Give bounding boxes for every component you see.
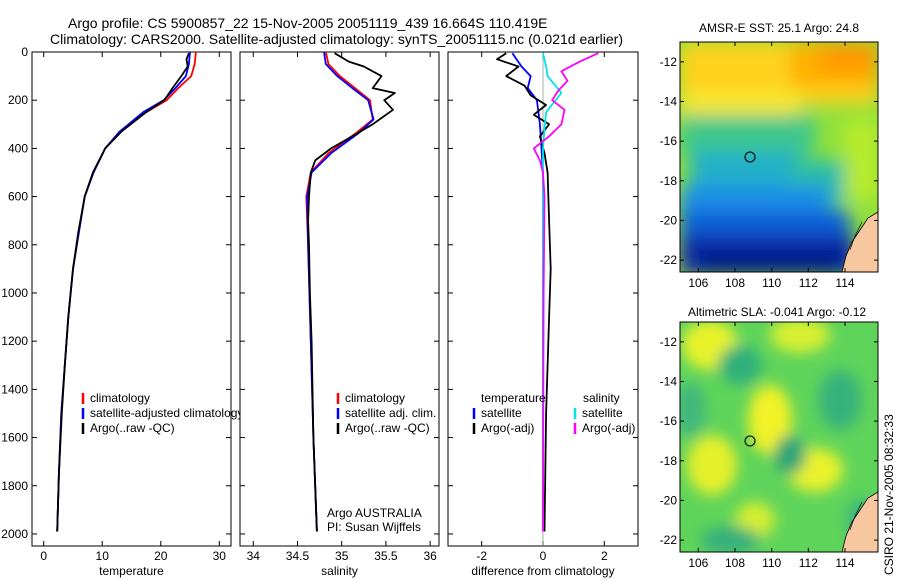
y-tick-label: 1200 [1,334,28,348]
x-tick-label: 34 [247,549,261,563]
series-line-temperature-argo-adj- [496,52,552,532]
x-tick-label: -2 [476,549,487,563]
legend-title-salinity: salinity [583,391,620,405]
map-x-tick-label: 108 [725,556,745,570]
map-x-tick-label: 112 [799,556,818,570]
x-tick-label: 30 [213,549,227,563]
x-tick-label: 34.5 [286,549,310,563]
side-timestamp-label: CSIRO 21-Nov-2005 08:32:33 [882,414,896,575]
sst-field [680,42,878,272]
legend-label: climatology [90,391,150,405]
sst-map-title: AMSR-E SST: 25.1 Argo: 24.8 [699,21,859,35]
y-tick-label: 1600 [1,431,28,445]
x-axis-label: temperature [99,564,164,578]
legend-label: satellite [582,406,623,420]
map-x-tick-label: 108 [725,276,745,290]
legend-label: Argo(..raw -QC) [90,421,175,435]
legend-label: Argo(..raw -QC) [345,421,430,435]
map-y-tick-label: -14 [660,374,678,388]
map-x-tick-label: 112 [799,276,818,290]
sst-map-axes: 106 108 110 112 114 -12 -14 -16 -18 -20 -22 [660,42,878,290]
x-tick-label: 2 [601,549,608,563]
x-tick-label: 20 [154,549,168,563]
map-y-tick-label: -18 [660,454,678,468]
x-axis-label: salinity [321,564,358,578]
map-x-tick-label: 114 [835,556,854,570]
figure-title-line-2: Climatology: CARS2000. Satellite-adjuste… [50,31,623,47]
legend-label: satellite adj. clim. [345,406,436,420]
salinity-profile-panel: 34 34.5 35 35.5 36 salinity climatologysatelli… [239,51,440,578]
map-x-tick-label: 106 [688,556,708,570]
sla-map-frame [679,321,879,553]
sst-map-frame [679,41,879,273]
map-y-tick-label: -20 [660,493,678,507]
map-x-tick-label: 114 [835,276,854,290]
map-y-tick-label: -16 [660,134,678,148]
y-tick-label: 800 [8,238,28,252]
series-line-argo-raw-qc- [56,52,190,532]
legend-label: satellite-adjusted climatology [90,406,243,420]
map-x-tick-label: 110 [762,276,781,290]
x-tick-label: 35 [335,549,349,563]
figure-title-line-1: Argo profile: CS 5900857_22 15-Nov-2005 … [68,15,548,31]
map-y-tick-label: -12 [660,55,678,69]
series-line-argo-raw-qc- [307,52,396,532]
map-y-tick-label: -22 [660,533,678,547]
legend-label: Argo(-adj) [582,421,635,435]
sla-map-panel: Altimetric SLA: -0.041 Argo: -0.12 [660,305,879,570]
legend-label: satellite [481,406,522,420]
credit-line-1: Argo AUSTRALIA [327,506,422,520]
x-tick-label: 36 [423,549,437,563]
panel-frame [31,51,232,547]
map-y-tick-label: -18 [660,174,678,188]
y-tick-label: 400 [8,141,28,155]
map-y-tick-label: -14 [660,94,678,108]
y-tick-label: 1800 [1,479,28,493]
y-tick-label: 200 [8,93,28,107]
x-axis-label: difference from climatology [471,564,614,578]
x-tick-label: 35.5 [374,549,398,563]
sla-field [680,322,878,552]
temperature-profile-panel: 0 10 20 30 0 200 400 600 800 1000 1200 1400 1600 1800… [1,45,243,578]
legend-label: climatology [345,391,405,405]
legend-label: Argo(-adj) [481,421,534,435]
y-tick-label: 1000 [1,286,28,300]
x-tick-label: 10 [96,549,110,563]
map-y-tick-label: -20 [660,213,678,227]
map-x-tick-label: 110 [762,556,781,570]
panel-frame [239,51,440,547]
credit-line-2: PI: Susan Wijffels [327,520,421,534]
y-tick-label: 600 [8,190,28,204]
y-tick-label: 1400 [1,382,28,396]
y-tick-label: 2000 [1,527,28,541]
x-tick-label: 0 [40,549,47,563]
sla-float-marker [744,435,756,447]
sst-map-panel: AMSR-E SST: 25.1 Argo: 24.8 106 1 [660,21,879,290]
map-y-tick-label: -22 [660,253,678,267]
legend-title-temperature: temperature [481,391,546,405]
sla-map-title: Altimetric SLA: -0.041 Argo: -0.12 [688,305,866,319]
map-y-tick-label: -12 [660,335,678,349]
series-line-salinity-argo-adj- [532,52,599,532]
sst-float-marker [744,151,756,163]
map-x-tick-label: 106 [688,276,708,290]
map-y-tick-label: -16 [660,414,678,428]
y-tick-label: 0 [21,45,28,59]
sla-map-axes: 106 108 110 112 114 -12 -14 -16 -18 -20 -22 [660,322,878,570]
x-tick-label: 0 [540,549,547,563]
